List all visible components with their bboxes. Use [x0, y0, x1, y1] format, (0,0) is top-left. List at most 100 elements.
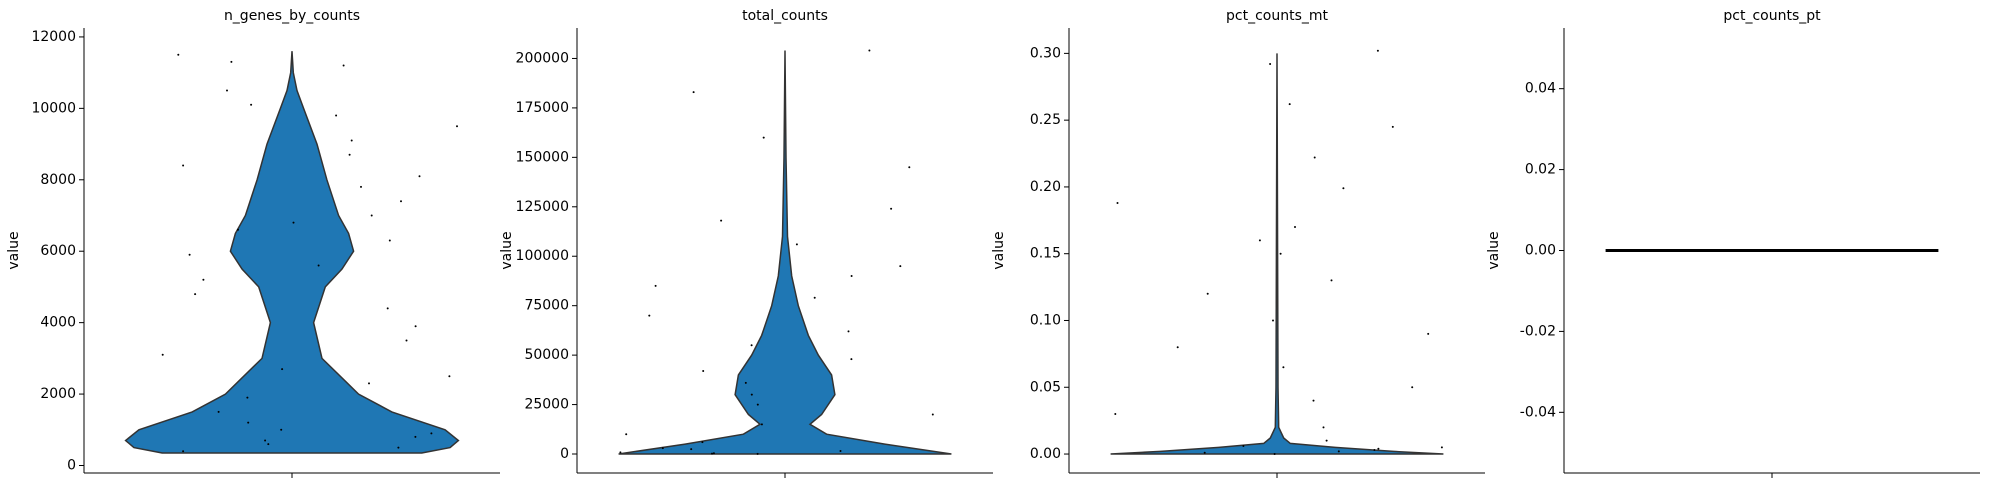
y-tick-label: 150000 [516, 149, 569, 165]
y-tick-label: 125000 [516, 199, 569, 215]
y-axis-label: value [991, 231, 1007, 269]
data-point [756, 452, 759, 455]
data-point [756, 403, 759, 406]
data-point [368, 382, 370, 385]
y-tick-label: 0.04 [1525, 81, 1556, 97]
data-point [250, 103, 253, 106]
data-point [702, 369, 705, 372]
data-point [690, 448, 693, 451]
data-point [456, 125, 458, 128]
data-point [188, 253, 191, 256]
y-axis-label: value [1486, 231, 1502, 269]
data-point [237, 228, 239, 231]
data-point [625, 433, 628, 436]
data-point [1411, 386, 1414, 389]
y-tick-label: 200000 [516, 50, 569, 66]
y-tick-label: 2000 [40, 386, 76, 402]
y-tick-label: 75000 [524, 298, 569, 314]
panel-title: total_counts [742, 8, 828, 24]
data-point [448, 375, 451, 378]
data-point [418, 175, 421, 178]
y-axis-label: value [499, 231, 515, 269]
y-tick-label: 0.05 [1030, 379, 1061, 395]
data-point [692, 91, 695, 94]
y-tick-label: 100000 [516, 248, 569, 264]
data-point [182, 164, 185, 167]
y-axis-label: value [6, 231, 22, 269]
data-point [654, 284, 657, 287]
data-point [264, 439, 267, 442]
violin [618, 50, 952, 455]
data-point [760, 423, 763, 426]
data-point [1116, 201, 1119, 204]
data-point [246, 396, 249, 399]
y-tick-label: 25000 [524, 397, 569, 413]
y-tick-label: 8000 [40, 172, 76, 188]
data-point [931, 413, 934, 416]
y-tick-label: 0.15 [1030, 246, 1061, 262]
data-point [217, 410, 220, 413]
y-tick-label: 0.30 [1030, 45, 1061, 61]
data-point [1273, 453, 1276, 456]
data-point [1337, 450, 1340, 453]
data-point [712, 452, 715, 455]
data-point [342, 64, 345, 67]
data-point [839, 450, 842, 453]
y-tick-label: 10000 [31, 100, 76, 116]
y-tick-label: 0.00 [1030, 446, 1061, 462]
data-point [1342, 187, 1345, 190]
data-point [1313, 156, 1316, 159]
data-point [908, 166, 911, 169]
data-point [1377, 447, 1380, 450]
data-point [890, 207, 893, 210]
data-point [182, 450, 185, 453]
y-tick-label: 4000 [40, 315, 76, 331]
data-point [1279, 252, 1282, 255]
data-point [1322, 426, 1325, 429]
data-point [230, 60, 233, 63]
data-point [226, 89, 228, 92]
data-point [795, 243, 798, 246]
data-point [405, 339, 408, 342]
y-tick-label: 50000 [524, 347, 569, 363]
data-point [292, 221, 295, 224]
data-point [1282, 366, 1285, 369]
y-tick-label: 0.25 [1030, 112, 1061, 128]
data-point [1294, 225, 1296, 228]
data-point [1312, 399, 1315, 402]
data-point [1373, 449, 1376, 452]
data-point [711, 452, 713, 455]
data-point [1114, 412, 1117, 415]
data-point [335, 114, 338, 117]
data-point [868, 49, 871, 52]
y-tick-label: 0.10 [1030, 312, 1061, 328]
data-point [202, 278, 205, 281]
y-tick-label: -0.04 [1520, 404, 1556, 420]
data-point [414, 435, 417, 438]
data-point [1376, 49, 1379, 52]
y-tick-label: 0 [560, 446, 569, 462]
data-point [813, 296, 816, 299]
data-point [1325, 439, 1328, 442]
data-point [317, 264, 320, 267]
data-point [1203, 451, 1206, 454]
data-point [400, 200, 402, 203]
y-tick-label: 0.02 [1525, 162, 1556, 178]
data-point [720, 219, 723, 222]
data-point [360, 185, 362, 188]
data-point [161, 353, 164, 356]
panel-title: pct_counts_mt [1226, 8, 1329, 24]
data-point [1330, 279, 1333, 282]
data-point [370, 214, 373, 217]
data-point [280, 428, 283, 431]
data-point [648, 314, 651, 317]
data-point [1242, 445, 1245, 448]
panel-title: pct_counts_pt [1723, 8, 1821, 24]
data-point [414, 325, 417, 328]
data-point [1427, 332, 1430, 335]
